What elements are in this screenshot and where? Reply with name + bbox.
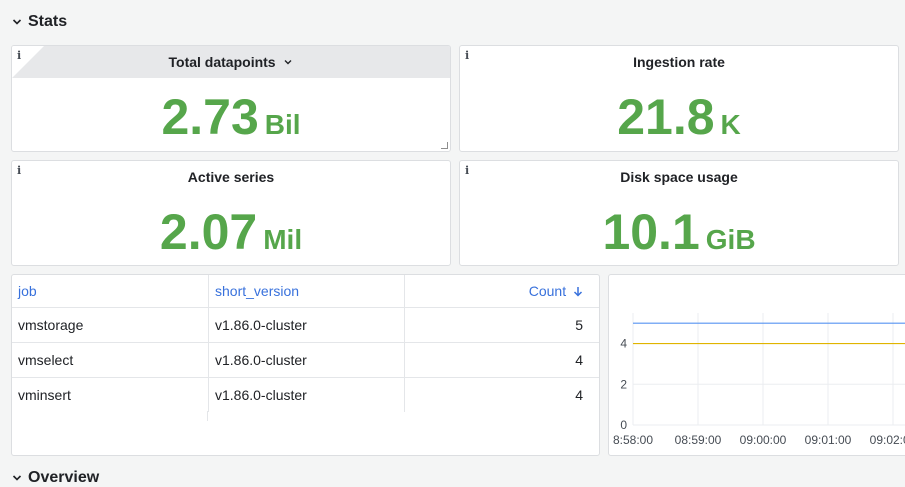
- cell-count: 4: [404, 342, 599, 378]
- panel-title[interactable]: Total datapoints: [12, 54, 450, 70]
- cell-short-version: v1.86.0-cluster: [208, 377, 405, 412]
- cell-count: 5: [404, 307, 599, 343]
- stat-panel-active-series[interactable]: i Active series 2.07 Mil: [11, 160, 451, 266]
- panel-title-text: Total datapoints: [168, 54, 276, 70]
- info-icon[interactable]: i: [465, 49, 470, 62]
- cell-count: 4: [404, 377, 599, 412]
- stat-number: 2.07: [159, 204, 258, 260]
- info-icon[interactable]: i: [17, 164, 22, 177]
- panel-title[interactable]: Active series: [187, 169, 275, 185]
- chevron-down-icon: [12, 19, 22, 25]
- stat-number: 2.73: [161, 89, 259, 145]
- stat-number: 10.1: [602, 204, 700, 260]
- stat-panel-total-datapoints[interactable]: i Total datapoints 2.73 Bil: [11, 45, 451, 152]
- stat-panel-disk-space-usage[interactable]: i Disk space usage 10.1 GiB: [459, 160, 899, 266]
- row-title: Stats: [28, 13, 68, 30]
- table-panel-versions[interactable]: job short_version Count vmstorage v1.86.…: [11, 274, 600, 456]
- stat-unit: Mil: [263, 224, 303, 255]
- row-header-overview[interactable]: Overview: [12, 469, 99, 487]
- column-header-short-version[interactable]: short_version: [208, 275, 405, 308]
- sort-descending-icon: [573, 287, 583, 297]
- cell-job: vmselect: [12, 342, 209, 378]
- stat-value: 10.1 GiB: [460, 203, 898, 261]
- row-header-stats[interactable]: Stats: [12, 13, 67, 31]
- stat-value: 2.07 Mil: [12, 203, 450, 261]
- panel-title[interactable]: Disk space usage: [620, 169, 738, 185]
- table-row[interactable]: vmstorage v1.86.0-cluster 5: [12, 307, 599, 343]
- y-tick-label: 2: [620, 377, 627, 391]
- x-tick-label: 8:58:00: [613, 433, 653, 447]
- versions-table: job short_version Count vmstorage v1.86.…: [12, 275, 599, 412]
- column-header-count[interactable]: Count: [405, 275, 600, 308]
- x-tick-label: 09:02:00: [870, 433, 905, 447]
- x-tick-label: 09:00:00: [740, 433, 787, 447]
- cell-short-version: v1.86.0-cluster: [208, 342, 405, 378]
- resize-handle-icon[interactable]: [441, 142, 448, 149]
- stat-unit: K: [720, 109, 741, 140]
- timeseries-chart: 0 2 4 8:58:00 08:59:00 09:00:00 09:01:00 09:02:…: [613, 313, 905, 447]
- info-icon[interactable]: i: [17, 49, 22, 62]
- chevron-down-icon: [284, 60, 292, 65]
- y-tick-label: 4: [620, 337, 627, 351]
- info-corner: [12, 46, 44, 78]
- stat-unit: Bil: [264, 109, 301, 140]
- row-title: Overview: [28, 469, 100, 486]
- info-icon[interactable]: i: [465, 164, 470, 177]
- stat-value: 21.8 K: [460, 88, 898, 146]
- panel-header[interactable]: [12, 46, 450, 78]
- timeseries-panel[interactable]: 0 2 4 8:58:00 08:59:00 09:00:00 09:01:00 09:02:…: [608, 274, 905, 456]
- column-header-job[interactable]: job: [12, 275, 209, 308]
- x-tick-label: 08:59:00: [675, 433, 722, 447]
- y-tick-label: 0: [620, 418, 627, 432]
- x-tick-label: 09:01:00: [805, 433, 852, 447]
- chevron-down-icon: [12, 475, 22, 481]
- table-column-divider: [207, 411, 208, 421]
- table-row[interactable]: vmselect v1.86.0-cluster 4: [12, 342, 599, 378]
- cell-job: vminsert: [12, 377, 209, 412]
- table-header-row: job short_version Count: [12, 275, 599, 308]
- stat-number: 21.8: [617, 89, 715, 145]
- cell-short-version: v1.86.0-cluster: [208, 307, 405, 343]
- cell-job: vmstorage: [12, 307, 209, 343]
- stat-value: 2.73 Bil: [12, 88, 450, 146]
- table-row[interactable]: vminsert v1.86.0-cluster 4: [12, 377, 599, 412]
- panel-title[interactable]: Ingestion rate: [633, 54, 725, 70]
- stat-panel-ingestion-rate[interactable]: i Ingestion rate 21.8 K: [459, 45, 899, 152]
- column-header-count-label: Count: [528, 283, 567, 299]
- stat-unit: GiB: [705, 224, 756, 255]
